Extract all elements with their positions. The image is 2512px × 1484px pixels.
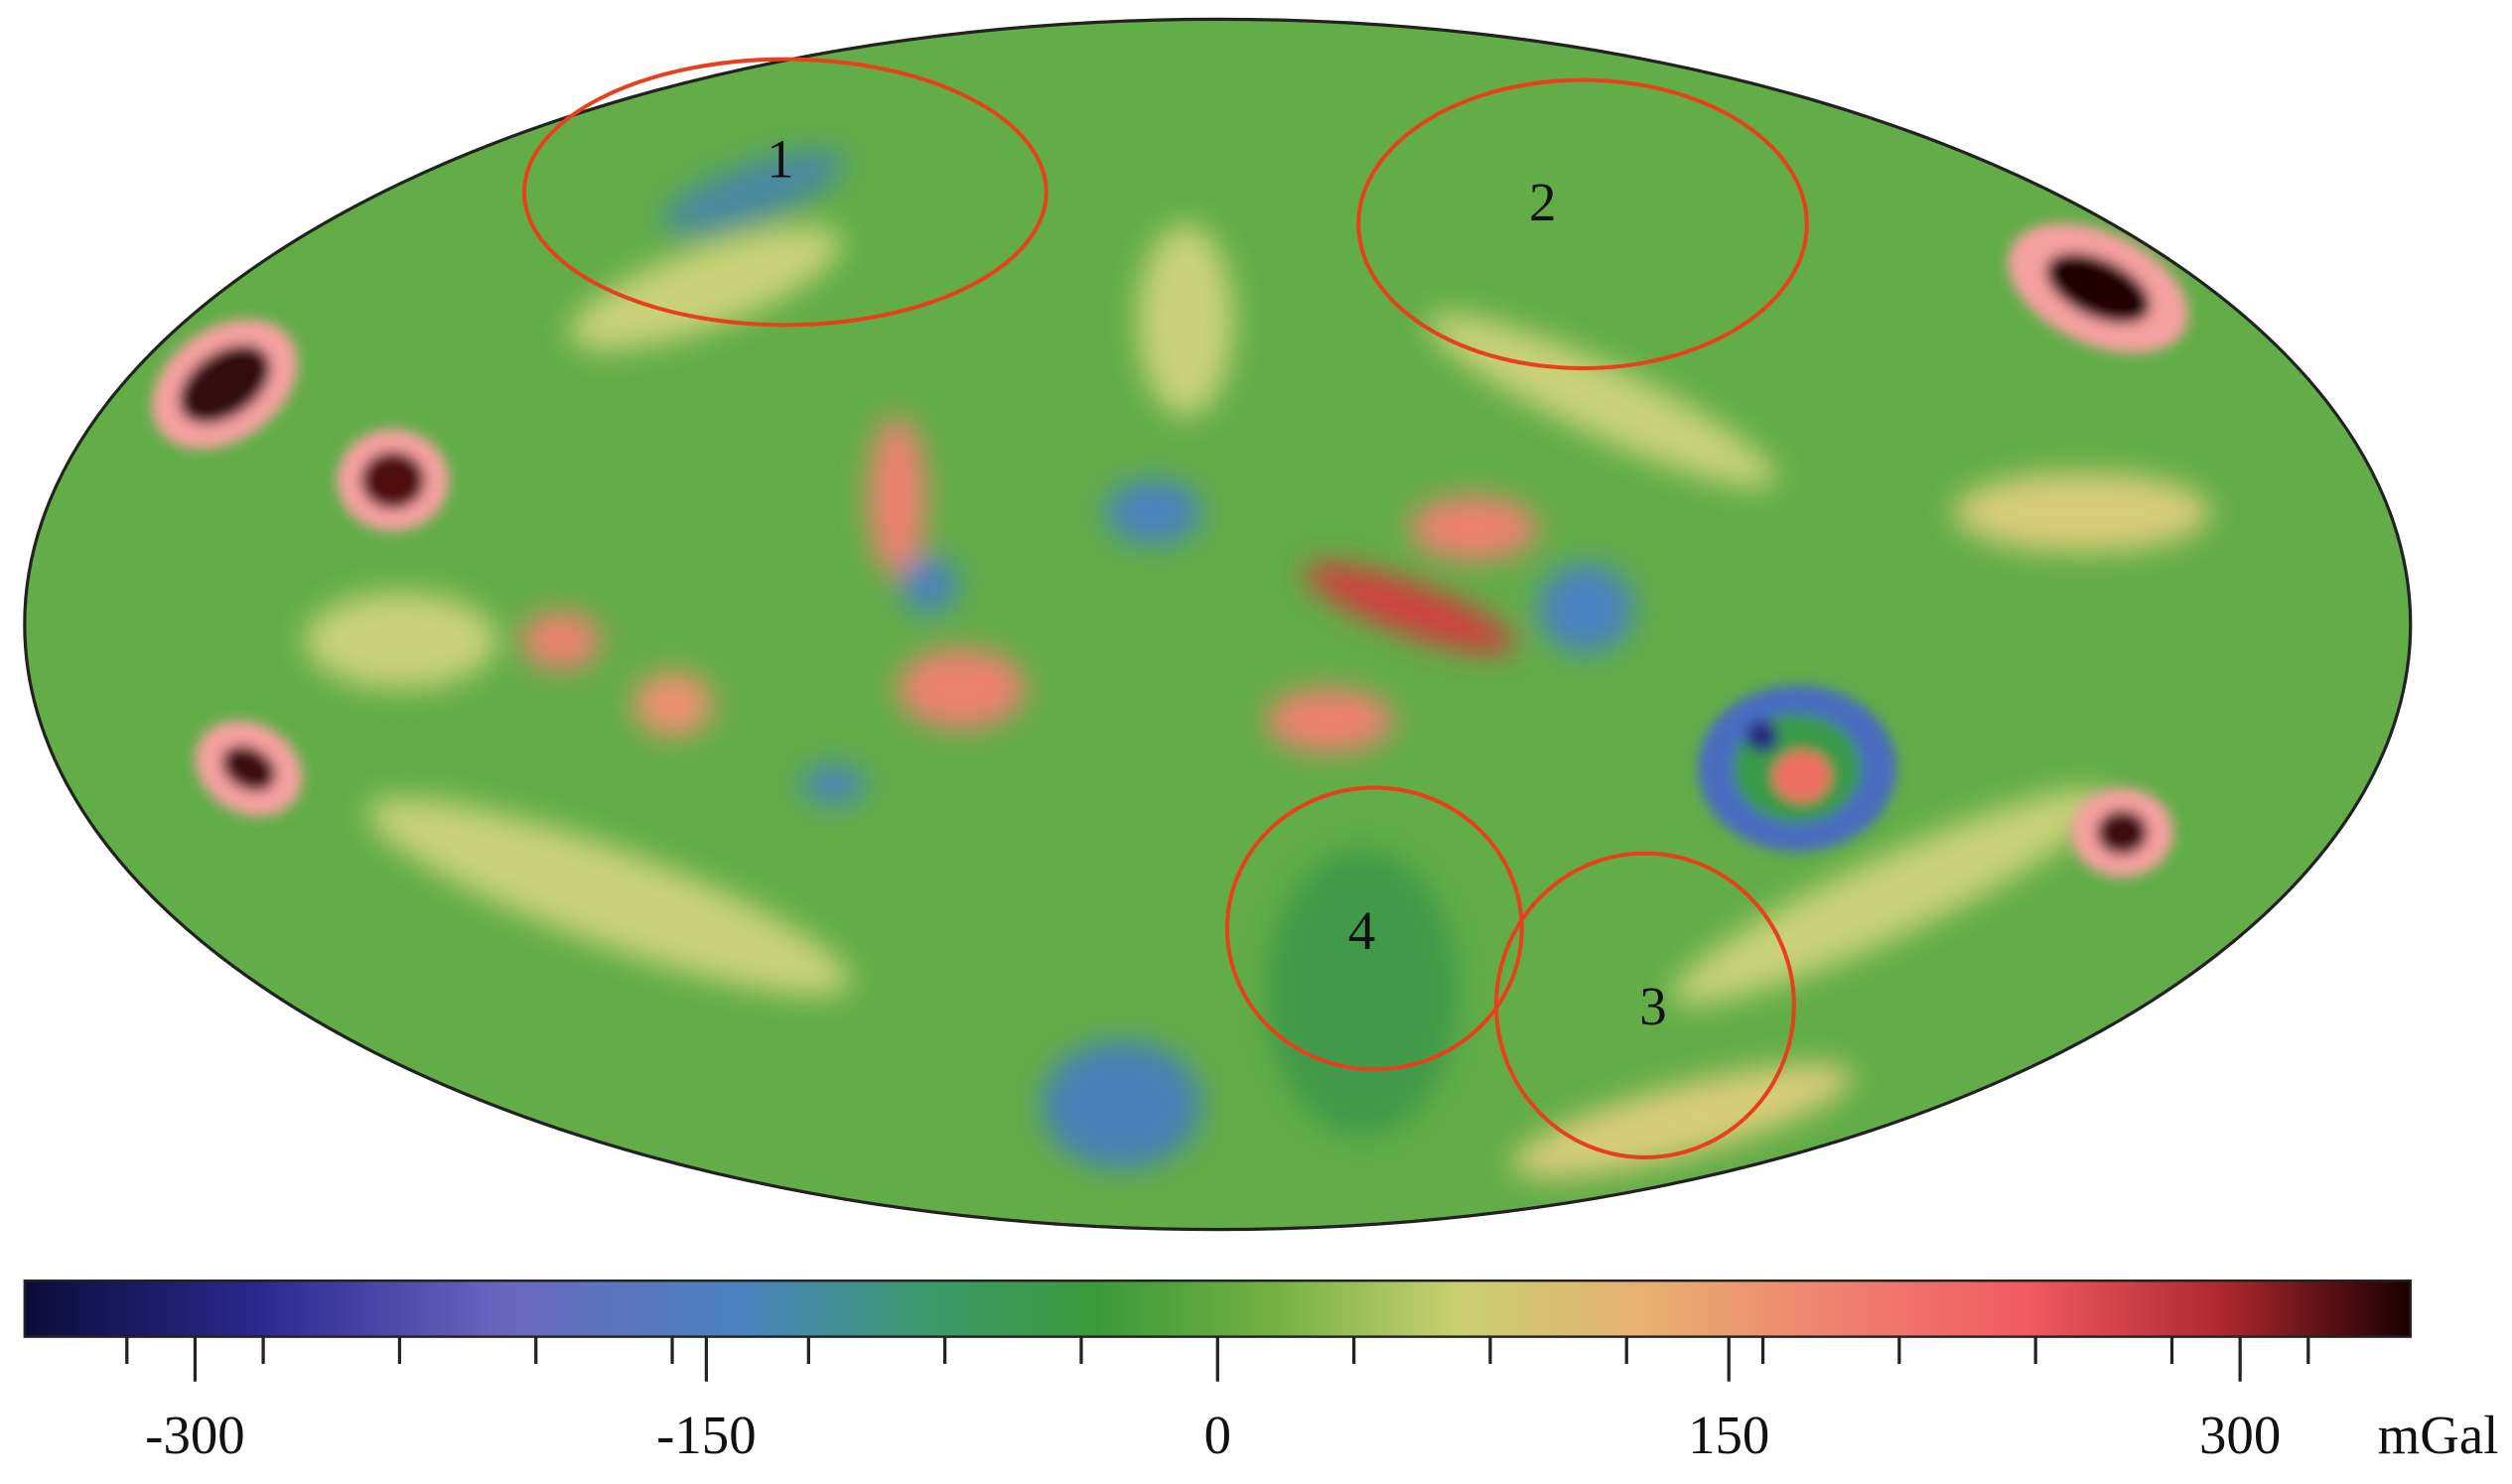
- region-label: 4: [1348, 900, 1375, 961]
- region-circle: [1224, 785, 1524, 1072]
- tick-label: 300: [2199, 1405, 2281, 1465]
- map-outline: [23, 17, 2413, 1232]
- field-texture: [305, 149, 2211, 1178]
- tick-label: 0: [1204, 1405, 1231, 1465]
- colorbar-unit: mGal: [2378, 1405, 2499, 1465]
- region-label: 3: [1639, 976, 1666, 1036]
- tick-label: -150: [656, 1405, 757, 1465]
- colorbar: [23, 1279, 2412, 1338]
- colorbar-axis: -300 -150 0 150 300 mGal: [125, 1336, 2499, 1465]
- tick-label: -300: [145, 1405, 245, 1465]
- tick-label: 150: [1688, 1405, 1769, 1465]
- region-circle: [521, 57, 1048, 328]
- region-markers: 1 2 3 4: [521, 57, 1809, 1160]
- map-field: [24, 19, 2411, 1230]
- region-circle: [1356, 77, 1809, 370]
- region-label: 2: [1529, 172, 1556, 232]
- anomaly-spots: [151, 222, 2189, 877]
- region-label: 1: [767, 129, 793, 190]
